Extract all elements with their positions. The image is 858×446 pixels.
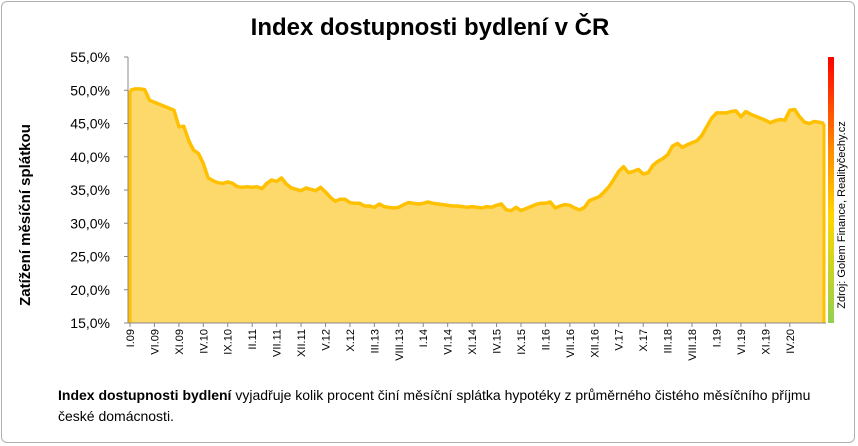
x-tick-label: V.12	[320, 329, 332, 351]
x-tick-label: VII.16	[565, 329, 577, 358]
plot-area	[127, 57, 834, 324]
series-line	[129, 87, 825, 213]
y-tick-label: 20,0%	[70, 282, 110, 298]
x-tick-label: XI.09	[174, 329, 186, 355]
x-tick-label: IX.15	[516, 329, 528, 355]
x-tick-label: XII.11	[296, 329, 308, 357]
x-axis-ticks: I.09 VI.09 XI.09 IV.10 IX.10 II.11 VII.11 XII.1…	[125, 323, 797, 361]
x-tick-label: I.14	[418, 329, 430, 347]
y-tick-label: 40,0%	[70, 149, 110, 165]
x-tick-label: III.18	[663, 329, 675, 353]
x-tick-label: IV.15	[492, 329, 504, 354]
y-tick-label: 55,0%	[70, 49, 110, 65]
y-tick-label: 50,0%	[70, 82, 110, 98]
x-tick-label: VIII.13	[394, 329, 406, 361]
caption-bold: Index dostupnosti bydlení	[58, 387, 232, 403]
x-tick-label: V.17	[614, 329, 626, 351]
x-tick-label: I.19	[711, 329, 723, 347]
x-tick-label: XII.16	[589, 329, 601, 358]
x-tick-label: I.09	[125, 329, 137, 347]
x-tick-label: VI.09	[149, 329, 161, 355]
x-tick-label: XI.19	[760, 329, 772, 355]
y-axis-ticks: 15,0% 20,0% 25,0% 30,0% 35,0% 40,0% 45,0% 50,0%…	[70, 49, 128, 331]
x-tick-label: VI.19	[736, 329, 748, 355]
x-tick-label: X.12	[345, 329, 357, 352]
x-tick-label: VIII.18	[687, 329, 699, 361]
x-tick-label: II.16	[540, 329, 552, 350]
y-tick-label: 25,0%	[70, 249, 110, 265]
x-tick-label: IV.10	[198, 329, 210, 354]
caption: Index dostupnosti bydlení vyjadřuje koli…	[58, 385, 818, 427]
x-tick-label: VI.14	[443, 329, 455, 355]
x-tick-label: X.17	[638, 329, 650, 352]
x-tick-label: VII.11	[272, 329, 284, 357]
chart-title: Index dostupnosti bydlení v ČR	[250, 14, 610, 41]
y-tick-label: 15,0%	[70, 315, 110, 331]
y-tick-label: 35,0%	[70, 182, 110, 198]
y-tick-label: 30,0%	[70, 215, 110, 231]
risk-scale-bar	[828, 57, 834, 323]
x-tick-label: IX.10	[223, 329, 235, 355]
caption-text: vyjadřuje kolik procent činí měsíční spl…	[58, 387, 811, 424]
series-area	[130, 88, 824, 324]
x-tick-label: XI.14	[467, 329, 479, 355]
x-tick-label: III.13	[369, 329, 381, 353]
y-tick-label: 45,0%	[70, 116, 110, 132]
x-tick-label: II.11	[247, 329, 259, 350]
x-tick-label: IV.20	[785, 329, 797, 354]
